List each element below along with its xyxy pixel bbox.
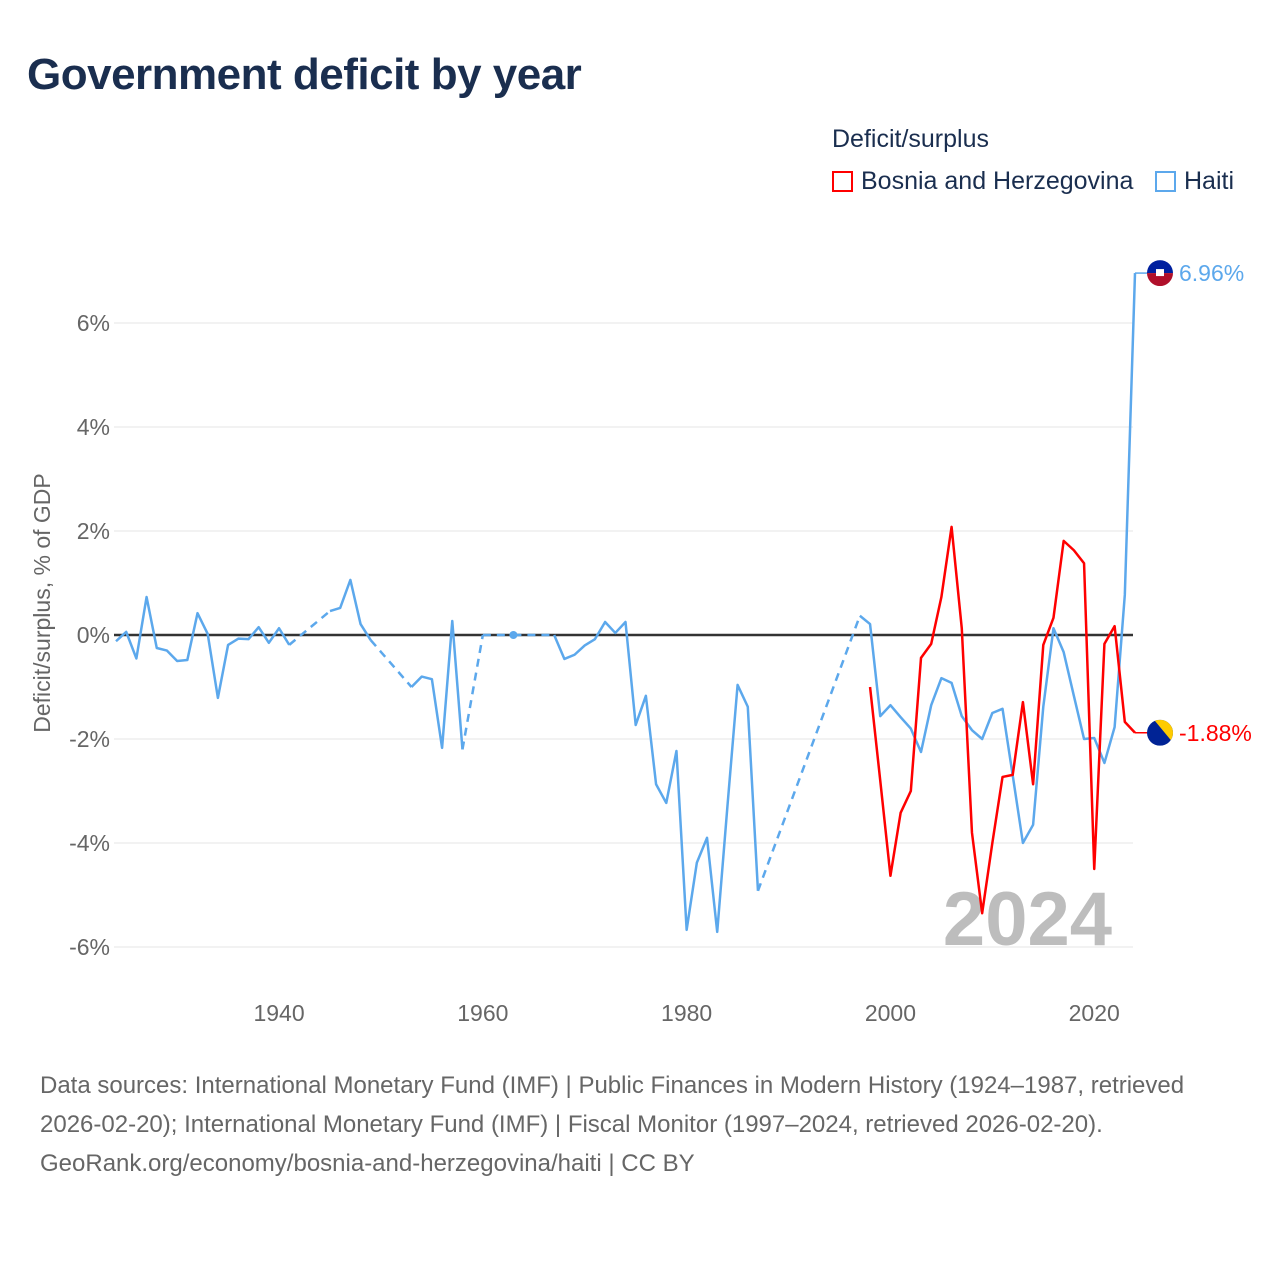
line-chart: -6% -4% -2% 0% 2% 4% 6% 1940 1960 1980 2000 2020 Def… xyxy=(29,260,1252,1026)
y-tick-label: -4% xyxy=(69,830,110,856)
x-tick-label: 2020 xyxy=(1069,1000,1120,1026)
series-gap-line xyxy=(288,610,331,646)
y-tick-label: 4% xyxy=(77,414,110,440)
legend-item-bosnia[interactable]: Bosnia and Herzegovina xyxy=(832,167,1133,196)
flag-stripe xyxy=(1147,273,1173,287)
legend-label: Haiti xyxy=(1184,167,1235,195)
series-line xyxy=(553,620,760,934)
series-line xyxy=(859,273,1137,845)
flag-emblem xyxy=(1156,269,1164,277)
y-tick-label: 6% xyxy=(77,310,110,336)
series-line xyxy=(410,619,464,750)
series-gap-line xyxy=(461,634,485,750)
haiti-flag-icon xyxy=(1147,260,1173,287)
x-tick-label: 1940 xyxy=(253,1000,304,1026)
x-tick-label: 1980 xyxy=(661,1000,712,1026)
series-gap-line xyxy=(756,615,862,892)
series-bosnia-and-herzegovina: -1.88% xyxy=(868,525,1252,915)
y-tick-label: -6% xyxy=(69,934,110,960)
bosnia-flag-icon xyxy=(1147,719,1173,746)
x-tick-label: 2000 xyxy=(865,1000,916,1026)
y-tick-label: -2% xyxy=(69,726,110,752)
series-line xyxy=(868,525,1136,915)
end-value-label: 6.96% xyxy=(1179,260,1244,286)
credit-link[interactable]: GeoRank.org/economy/bosnia-and-herzegovi… xyxy=(40,1150,695,1177)
chart-title: Government deficit by year xyxy=(27,50,582,99)
year-watermark: 2024 xyxy=(943,877,1112,962)
legend-swatch-haiti xyxy=(1155,171,1176,192)
series-gap-line xyxy=(369,639,413,688)
data-sources: Data sources: International Monetary Fun… xyxy=(40,1072,1185,1138)
y-tick-label: 2% xyxy=(77,518,110,544)
x-tick-label: 1960 xyxy=(457,1000,508,1026)
series-haiti: 6.96% xyxy=(115,260,1244,934)
y-tick-label: 0% xyxy=(77,622,110,648)
legend-item-haiti[interactable]: Haiti xyxy=(1155,167,1234,196)
legend-title: Deficit/surplus xyxy=(832,125,989,153)
flag-stripe xyxy=(1147,260,1173,274)
legend-swatch-bosnia xyxy=(832,171,853,192)
series-line xyxy=(115,595,291,700)
footer: Data sources: International Monetary Fun… xyxy=(40,1066,1240,1183)
y-axis-label: Deficit/surplus, % of GDP xyxy=(29,473,55,732)
end-value-label: -1.88% xyxy=(1179,720,1252,746)
legend-label: Bosnia and Herzegovina xyxy=(861,167,1134,195)
series-line xyxy=(329,578,372,641)
flag-triangle xyxy=(1154,719,1173,743)
